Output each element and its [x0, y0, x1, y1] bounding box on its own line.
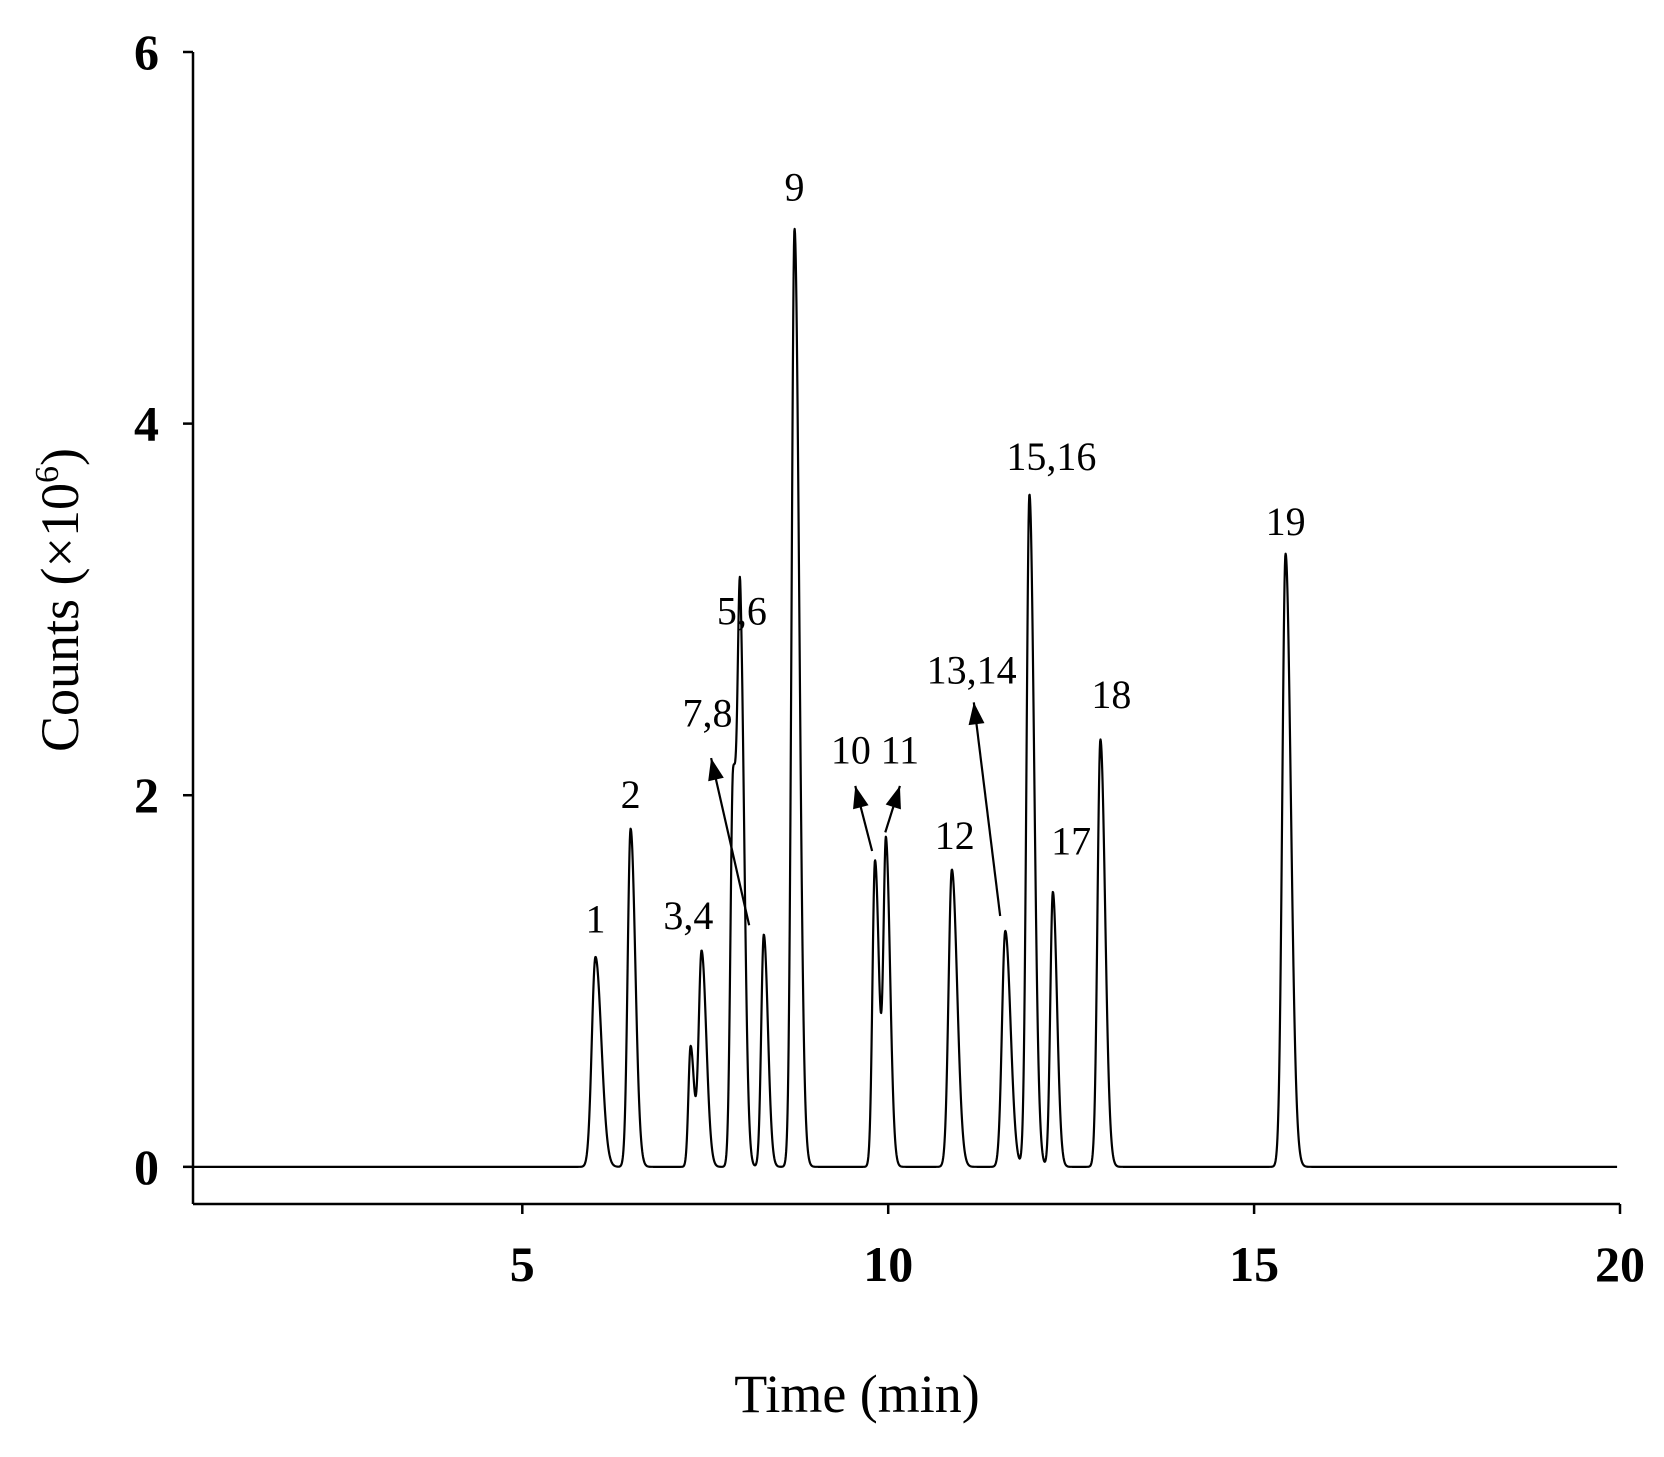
- x-tick-label: 5: [510, 1236, 535, 1292]
- annotation-arrow: [708, 757, 751, 926]
- y-axis-title-sup: 6: [29, 466, 66, 483]
- peak-label: 7,8: [682, 690, 732, 735]
- peak-label: 18: [1091, 672, 1131, 717]
- annotation-arrow: [884, 785, 901, 833]
- y-tick-label: 2: [134, 767, 159, 823]
- y-tick-label: 4: [134, 396, 159, 452]
- annotation-arrows: [708, 702, 1002, 926]
- peak-label: 15,16: [1006, 434, 1096, 479]
- x-axis-title: Time (min): [734, 1364, 980, 1424]
- peak-label: 5,6: [717, 588, 767, 633]
- x-tick-label: 15: [1229, 1236, 1279, 1292]
- peak-label: 19: [1266, 499, 1306, 544]
- peak-label: 11: [881, 728, 920, 773]
- peak-label: 17: [1051, 819, 1091, 864]
- y-axis-title-main: Counts (×10: [30, 483, 90, 752]
- peak-label: 13,14: [927, 648, 1017, 693]
- x-tick-label: 10: [863, 1236, 913, 1292]
- y-axis-title: Counts (×106): [29, 448, 90, 752]
- y-tick-label: 0: [134, 1139, 159, 1195]
- peak-label: 9: [785, 165, 805, 210]
- y-axis-title-close: ): [30, 448, 90, 466]
- ticks: 5 10 15 20 0 2 4 6: [134, 24, 1645, 1292]
- x-tick-label: 20: [1595, 1236, 1645, 1292]
- peak-label: 3,4: [663, 893, 713, 938]
- peak-label: 10: [831, 728, 871, 773]
- peak-label: 1: [585, 897, 605, 942]
- peak-label: 2: [621, 772, 641, 817]
- chromatogram-trace: [192, 227, 1618, 1168]
- peak-label: 12: [935, 813, 975, 858]
- annotation-arrow: [968, 702, 1002, 917]
- annotation-arrow: [853, 785, 874, 852]
- y-tick-label: 6: [134, 24, 159, 80]
- axes: [191, 52, 1620, 1206]
